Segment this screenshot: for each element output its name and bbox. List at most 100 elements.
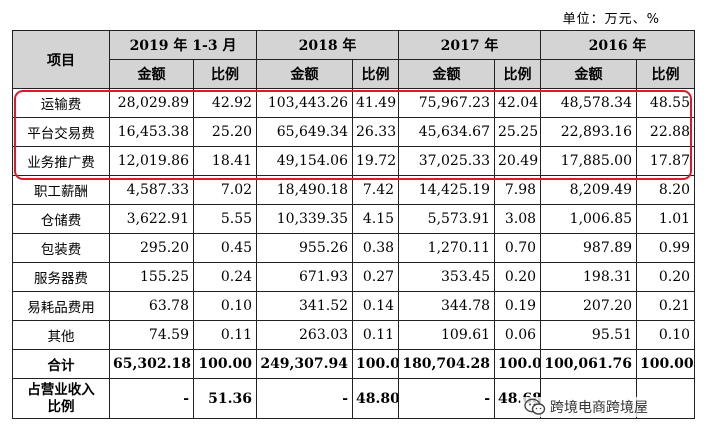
header-item: 项目: [12, 30, 110, 89]
cell-amount: 955.26: [256, 233, 354, 263]
cell-amount: 16,453.38: [109, 117, 194, 147]
header-year-2019q1: 2019 年 1-3 月: [108, 30, 258, 60]
cell-ratio: 100.00: [636, 349, 696, 379]
header-year-2017: 2017 年: [398, 30, 542, 60]
row-label-line: 占营业收入: [27, 381, 95, 398]
cell-amount: 344.78: [398, 291, 496, 321]
cell-ratio: 0.38: [352, 233, 400, 263]
row-label: 平台交易费: [12, 117, 110, 147]
header-amount: 金额: [256, 59, 354, 89]
table-row: 其他 74.59 0.11 263.03 0.11 109.61 0.06 95.51 0.10: [12, 320, 696, 350]
table-row: 仓储费 3,622.91 5.55 10,339.35 4.15 5,573.91 3.08…: [12, 204, 696, 234]
cell-ratio: 0.20: [494, 262, 542, 292]
cell-ratio: 0.06: [494, 320, 542, 350]
cell-ratio: 1.01: [636, 204, 696, 234]
table-row: 运输费 28,029.89 42.92 103,443.26 41.49 75,967.2…: [12, 88, 696, 118]
cell-ratio: 3.08: [494, 204, 542, 234]
cell-amount: 45,634.67: [398, 117, 496, 147]
cell-amount: 95.51: [540, 320, 638, 350]
cell-amount: 49,154.06: [256, 146, 354, 176]
cell-amount: 671.93: [256, 262, 354, 292]
table-row: 平台交易费 16,453.38 25.20 65,649.34 26.33 45,634.…: [12, 117, 696, 147]
cell-ratio: 8.20: [636, 175, 696, 205]
cell-amount: 65,302.18: [109, 349, 194, 379]
cell-amount: 180,704.28: [398, 349, 496, 379]
cell-amount: 14,425.19: [398, 175, 496, 205]
cell-amount: 249,307.94: [256, 349, 354, 379]
cell-ratio: 7.02: [192, 175, 258, 205]
cell-amount: 263.03: [256, 320, 354, 350]
cell-ratio: 0.11: [352, 320, 400, 350]
cell-amount: 65,649.34: [256, 117, 354, 147]
cell-ratio: 0.11: [192, 320, 258, 350]
cell-ratio: 7.98: [494, 175, 542, 205]
cell-amount: 74.59: [109, 320, 194, 350]
row-label: 包装费: [12, 233, 110, 263]
row-label: 服务器费: [12, 262, 110, 292]
cell-amount: 155.25: [109, 262, 194, 292]
cell-ratio: 17.87: [636, 146, 696, 176]
row-label: 职工薪酬: [12, 175, 110, 205]
cell-amount: 1,006.85: [540, 204, 638, 234]
cell-amount: 987.89: [540, 233, 638, 263]
header-amount: 金额: [109, 59, 194, 89]
cell-ratio: 7.42: [352, 175, 400, 205]
cell-ratio: 0.24: [192, 262, 258, 292]
cell-amount: 63.78: [109, 291, 194, 321]
cell-amount: 3,622.91: [109, 204, 194, 234]
cell-ratio: 5.55: [192, 204, 258, 234]
cell-ratio: 22.88: [636, 117, 696, 147]
cell-amount: 28,029.89: [109, 88, 194, 118]
watermark-text: 跨境电商跨境屋: [550, 400, 648, 416]
cell-ratio: 20.49: [494, 146, 542, 176]
cell-amount: 10,339.35: [256, 204, 354, 234]
row-label: 业务推广费: [12, 146, 110, 176]
cell-ratio: 100.00: [494, 349, 542, 379]
cell-amount: 198.31: [540, 262, 638, 292]
cell-amount: 75,967.23: [398, 88, 496, 118]
header-row-years: 项目 2019 年 1-3 月 2018 年 2017 年 2016 年: [12, 30, 696, 89]
row-label-line: 比例: [47, 398, 75, 415]
cell-amount: -: [109, 378, 194, 419]
row-label: 合计: [12, 349, 110, 379]
total-row: 合计65,302.18100.00249,307.94100.00180,704…: [12, 349, 696, 379]
header-amount: 金额: [540, 59, 638, 89]
cell-amount: -: [256, 378, 354, 419]
unit-label: 单位：万元、%: [562, 12, 660, 27]
cell-amount: 8,209.49: [540, 175, 638, 205]
cell-ratio: 25.20: [192, 117, 258, 147]
expense-table: 项目 2019 年 1-3 月 2018 年 2017 年 2016 年 金额 …: [12, 30, 696, 419]
cell-ratio: 0.45: [192, 233, 258, 263]
table-row: 职工薪酬 4,587.33 7.02 18,490.18 7.42 14,425.19 7.…: [12, 175, 696, 205]
header-ratio: 比例: [494, 59, 542, 89]
cell-amount: 12,019.86: [109, 146, 194, 176]
header-year-2018: 2018 年: [256, 30, 400, 60]
cell-amount: 37,025.33: [398, 146, 496, 176]
cell-amount: 5,573.91: [398, 204, 496, 234]
row-label: 仓储费: [12, 204, 110, 234]
table-row: 易耗品费用 63.78 0.10 341.52 0.14 344.78 0.19 207.20…: [12, 291, 696, 321]
cell-amount: 353.45: [398, 262, 496, 292]
header-amount: 金额: [398, 59, 496, 89]
cell-ratio: 25.25: [494, 117, 542, 147]
cell-ratio: 0.19: [494, 291, 542, 321]
cell-ratio: 0.10: [192, 291, 258, 321]
cell-ratio: 18.41: [192, 146, 258, 176]
cell-amount: 4,587.33: [109, 175, 194, 205]
cell-ratio: 41.49: [352, 88, 400, 118]
cell-ratio: 0.14: [352, 291, 400, 321]
cell-amount: 17,885.00: [540, 146, 638, 176]
cell-amount: -: [398, 378, 496, 419]
header-ratio: 比例: [352, 59, 400, 89]
table-row: 包装费 295.20 0.45 955.26 0.38 1,270.11 0.70 987.8…: [12, 233, 696, 263]
cell-ratio: 0.10: [636, 320, 696, 350]
cell-amount: 109.61: [398, 320, 496, 350]
cell-ratio: 26.33: [352, 117, 400, 147]
header-ratio: 比例: [192, 59, 258, 89]
row-label: 运输费: [12, 88, 110, 118]
cell-ratio: 100.00: [192, 349, 258, 379]
table-row: 服务器费 155.25 0.24 671.93 0.27 353.45 0.20 198.31…: [12, 262, 696, 292]
cell-ratio: 4.15: [352, 204, 400, 234]
watermark: 跨境电商跨境屋: [520, 397, 652, 417]
cell-ratio: 100.00: [352, 349, 400, 379]
